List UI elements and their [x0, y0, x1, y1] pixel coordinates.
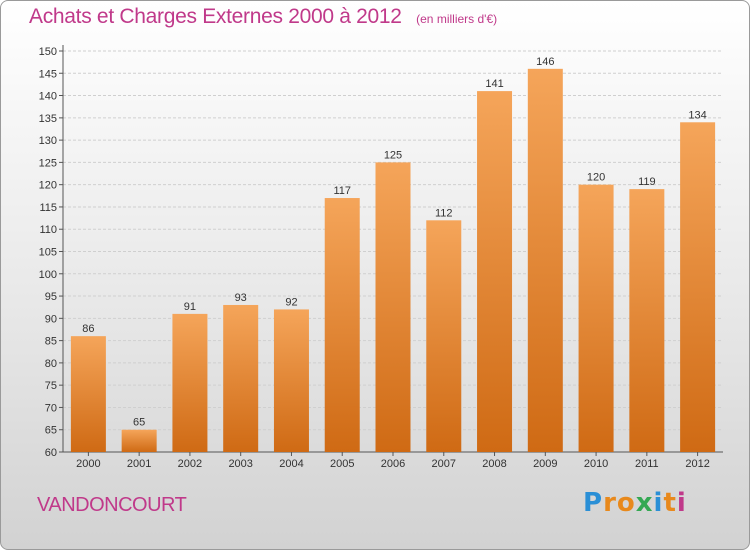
data-label: 112	[435, 207, 453, 219]
x-tick-label: 2002	[178, 458, 202, 470]
x-tick-label: 2004	[279, 458, 303, 470]
x-tick-label: 2006	[381, 458, 405, 470]
commune-name: VANDONCOURT	[37, 494, 187, 516]
bar	[324, 198, 360, 452]
data-label: 117	[333, 185, 351, 197]
x-tick-label: 2003	[228, 458, 252, 470]
y-tick-label: 105	[39, 247, 57, 259]
y-tick-label: 65	[45, 425, 57, 437]
y-tick-label: 130	[39, 135, 57, 147]
x-tick-label: 2011	[635, 458, 659, 470]
proxiti-logo[interactable]: Proxiti	[583, 488, 687, 518]
y-tick-label: 150	[39, 46, 57, 58]
bar	[375, 162, 411, 452]
x-tick-label: 2008	[482, 458, 506, 470]
logo-letter: x	[635, 488, 654, 518]
y-tick-label: 85	[45, 336, 57, 348]
x-tick-labels: 2000 2001 2002 2003 2004 2005 2006 2007 2008 2009…	[76, 452, 710, 470]
data-label: 91	[184, 301, 196, 313]
logo-letter: o	[616, 488, 636, 518]
data-label: 86	[82, 323, 94, 335]
y-tick-label: 70	[45, 402, 57, 414]
logo-letter: i	[676, 488, 687, 518]
y-tick-labels: 60 65 70 75 80 85 90 95 100 105 110 115 120 125 130 135…	[39, 46, 57, 459]
logo-letter: t	[663, 488, 677, 518]
chart-title: Achats et Charges Externes 2000 à 2012	[29, 5, 402, 28]
data-label: 92	[285, 296, 297, 308]
bar	[172, 313, 208, 452]
logo-letter: i	[653, 488, 664, 518]
logo-letter: P	[583, 488, 604, 518]
y-tick-label: 135	[39, 113, 57, 125]
bar	[426, 220, 462, 452]
y-tick-label: 110	[39, 224, 57, 236]
data-label: 125	[384, 149, 402, 161]
bar	[527, 68, 563, 453]
chart-subtitle: (en milliers d'€)	[416, 12, 498, 26]
logo-letter: r	[603, 488, 617, 518]
x-tick-label: 2010	[584, 458, 608, 470]
bar	[578, 184, 614, 452]
bar	[273, 309, 309, 452]
y-tick-label: 115	[39, 202, 57, 214]
x-tick-label: 2005	[330, 458, 354, 470]
y-tick-label: 95	[45, 291, 57, 303]
bar	[70, 336, 106, 452]
x-tick-label: 2012	[685, 458, 709, 470]
data-label: 65	[133, 417, 145, 429]
bar	[680, 122, 716, 453]
data-label: 120	[587, 172, 605, 184]
y-tick-label: 80	[45, 358, 57, 370]
value-labels: 86 65 91 93 92 117 125 112 141 146 120 119 134	[82, 56, 707, 429]
data-label: 119	[638, 176, 656, 188]
title-row: Achats et Charges Externes 2000 à 2012 (…	[29, 5, 497, 29]
y-tick-label: 120	[39, 180, 57, 192]
y-tick-label: 90	[45, 313, 57, 325]
y-tick-label: 100	[39, 269, 57, 281]
bar	[629, 189, 665, 452]
data-label: 93	[235, 292, 247, 304]
data-label: 134	[688, 109, 706, 121]
x-tick-label: 2009	[533, 458, 557, 470]
x-tick-label: 2007	[432, 458, 456, 470]
x-tick-label: 2000	[76, 458, 100, 470]
bar	[477, 91, 513, 452]
y-tick-label: 75	[45, 380, 57, 392]
data-label: 146	[536, 56, 554, 68]
y-tick-label: 140	[39, 91, 57, 103]
bar	[121, 429, 157, 452]
data-label: 141	[485, 78, 503, 90]
bar	[223, 304, 259, 452]
bars	[70, 68, 716, 453]
y-tick-label: 125	[39, 157, 57, 169]
y-tick-label: 60	[45, 447, 57, 459]
x-tick-label: 2001	[127, 458, 151, 470]
y-tick-label: 145	[39, 68, 57, 80]
